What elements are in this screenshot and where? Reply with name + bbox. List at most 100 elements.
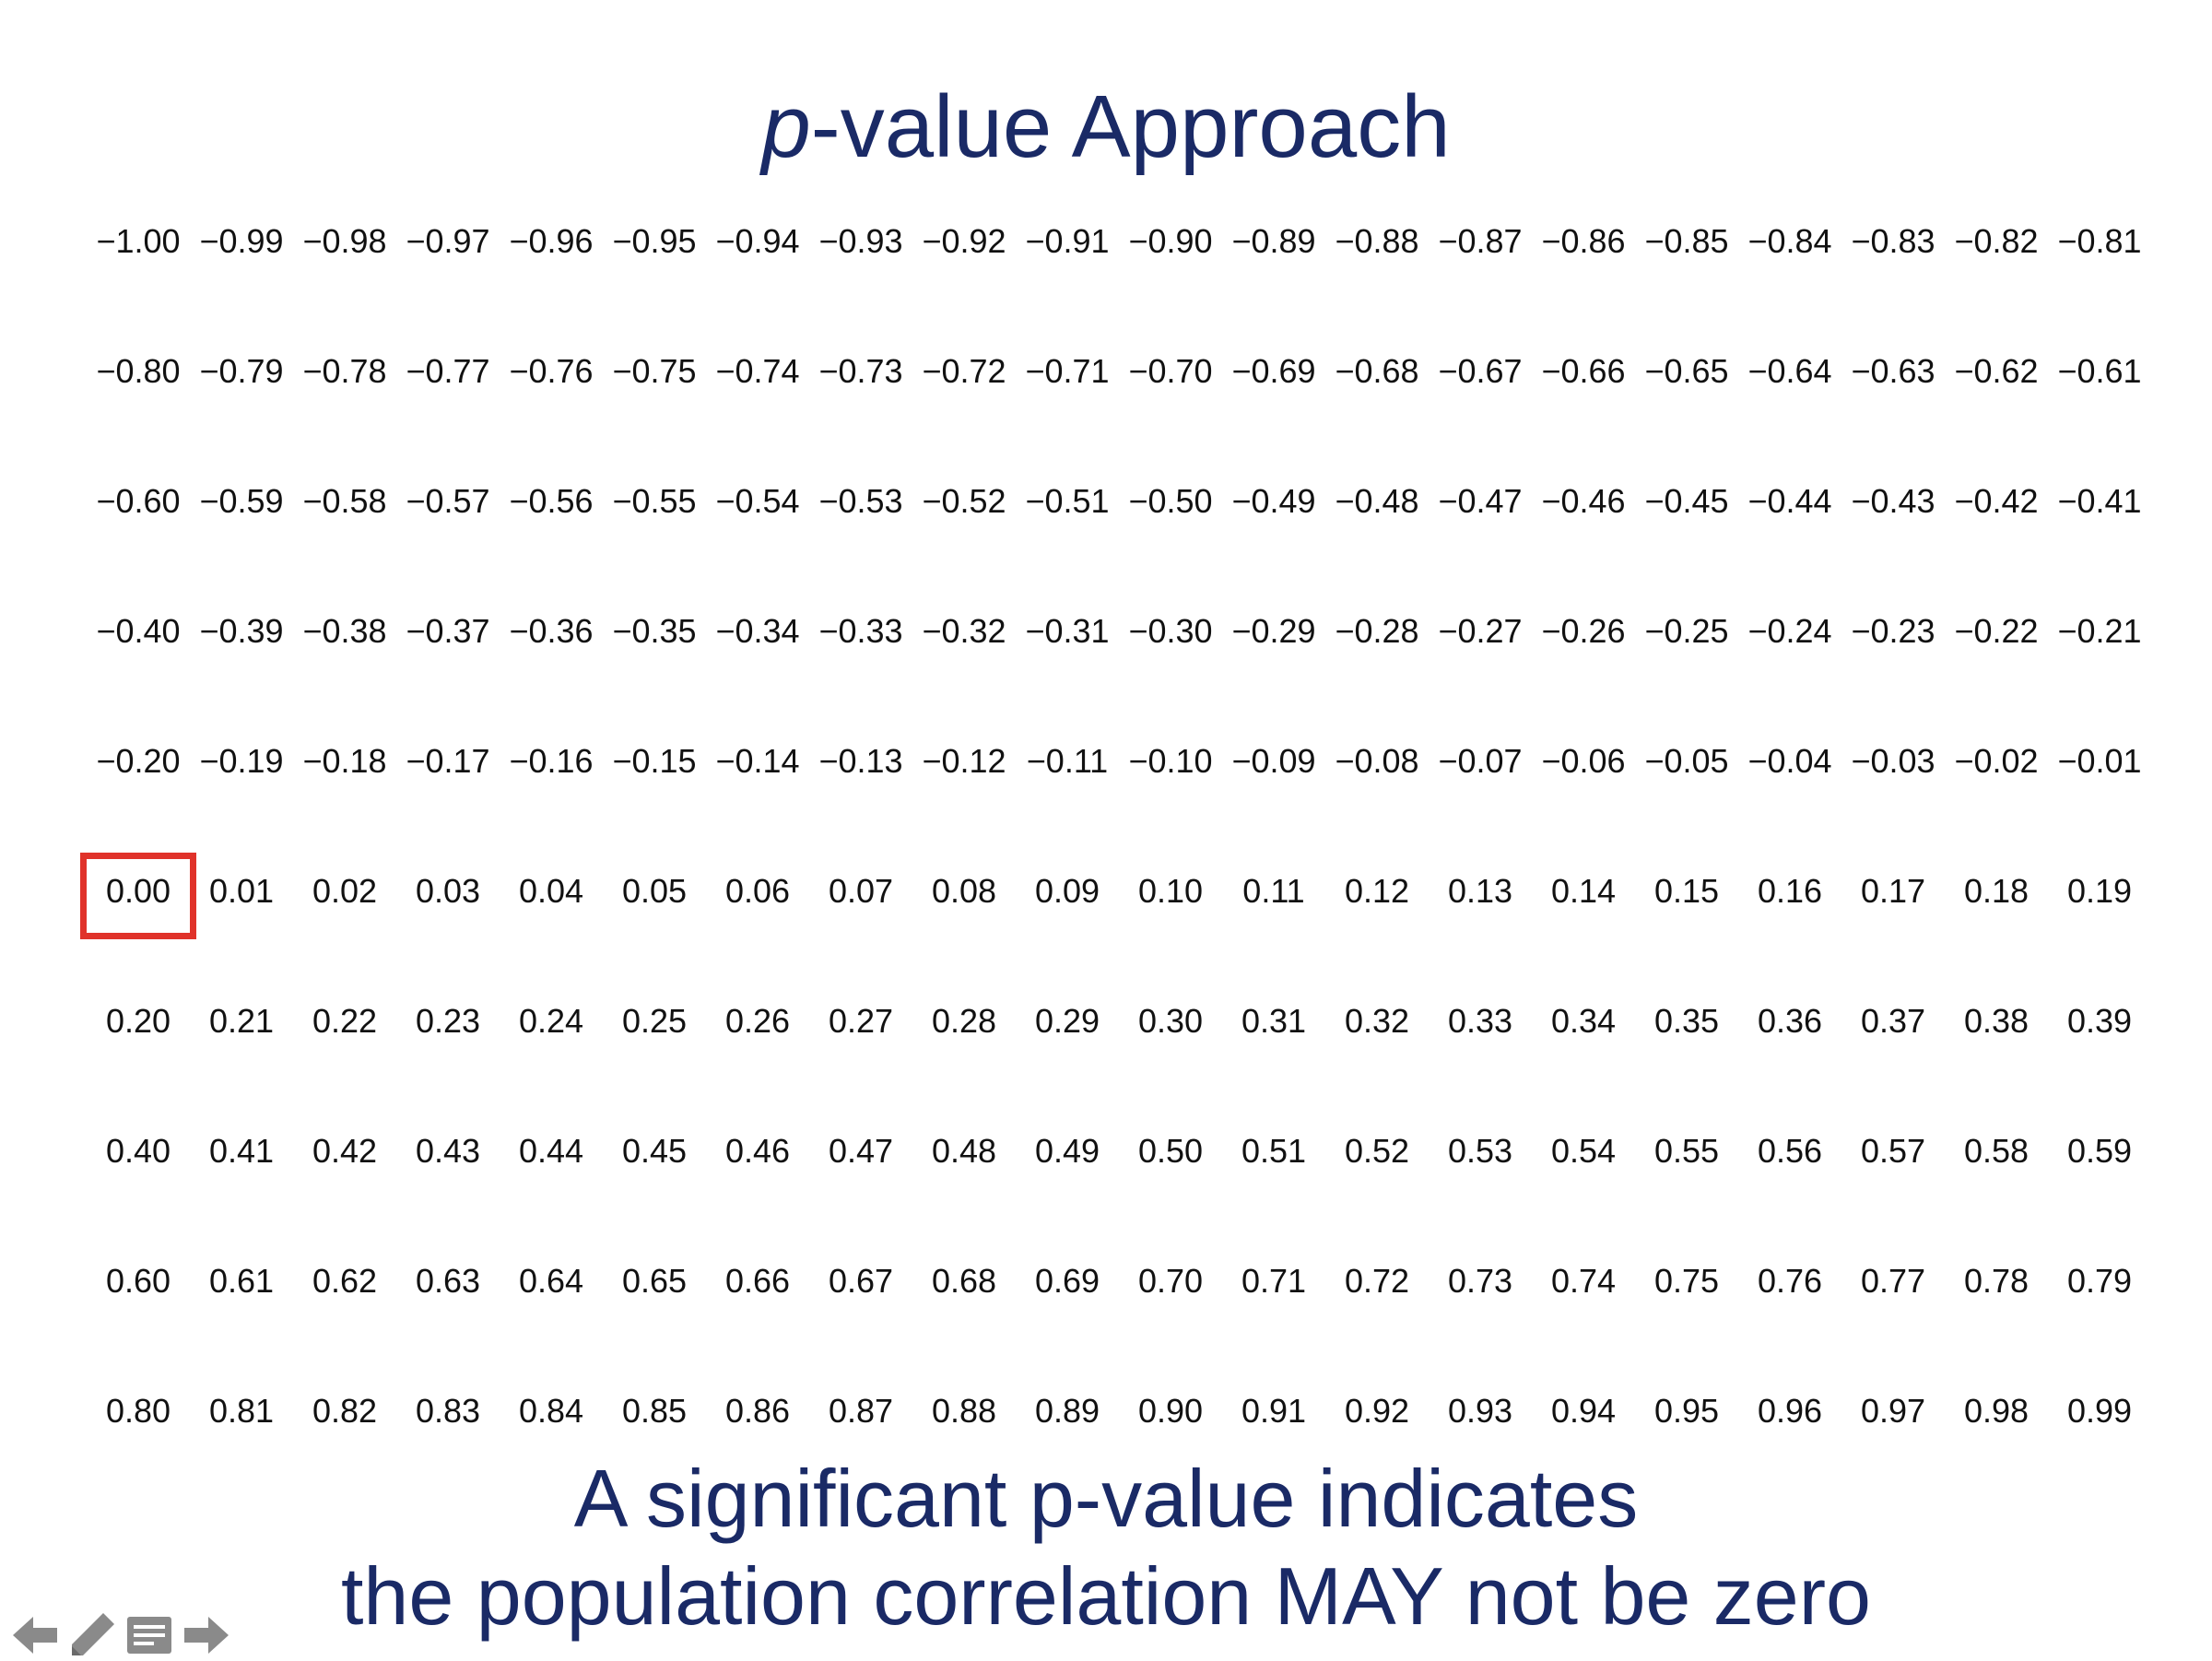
grid-cell: 0.28 xyxy=(931,1002,997,1040)
grid-cell: −0.12 xyxy=(922,742,1006,780)
grid-cell: −0.49 xyxy=(1231,482,1316,520)
grid-cell: −0.77 xyxy=(406,352,490,390)
grid-cell: 0.81 xyxy=(208,1392,275,1430)
grid-cell: 0.91 xyxy=(1241,1392,1307,1430)
grid-cell: −0.17 xyxy=(406,742,490,780)
grid-cell: −0.79 xyxy=(199,352,284,390)
grid-cell: −0.66 xyxy=(1541,352,1626,390)
grid-cell: 0.10 xyxy=(1137,872,1204,910)
grid-cell: 0.41 xyxy=(208,1132,275,1170)
grid-cell: 0.55 xyxy=(1653,1132,1720,1170)
grid-cell: −0.36 xyxy=(509,612,594,650)
grid-cell: −0.78 xyxy=(302,352,387,390)
grid-cell: 0.57 xyxy=(1860,1132,1926,1170)
grid-cell: 0.48 xyxy=(931,1132,997,1170)
grid-cell: −0.13 xyxy=(818,742,903,780)
grid-cell: −0.37 xyxy=(406,612,490,650)
previous-slide-button[interactable] xyxy=(9,1612,61,1658)
grid-cell: 0.46 xyxy=(724,1132,791,1170)
grid-cell: 0.05 xyxy=(621,872,688,910)
grid-cell: 0.18 xyxy=(1963,872,2030,910)
grid-cell: 0.54 xyxy=(1550,1132,1617,1170)
grid-cell: 0.24 xyxy=(518,1002,584,1040)
grid-cell: −0.33 xyxy=(818,612,903,650)
grid-cell: 0.75 xyxy=(1653,1262,1720,1300)
grid-cell: 0.35 xyxy=(1653,1002,1720,1040)
grid-cell: 0.59 xyxy=(2066,1132,2133,1170)
highlight-box xyxy=(80,853,196,939)
grid-cell: −0.08 xyxy=(1335,742,1419,780)
grid-cell: 0.11 xyxy=(1242,872,1305,910)
grid-cell: −0.44 xyxy=(1747,482,1832,520)
grid-cell: −0.14 xyxy=(715,742,800,780)
grid-cell: 0.31 xyxy=(1241,1002,1307,1040)
grid-cell: 0.76 xyxy=(1757,1262,1823,1300)
grid-cell: −0.81 xyxy=(2057,222,2142,260)
grid-cell: −0.07 xyxy=(1438,742,1523,780)
grid-cell: −0.62 xyxy=(1954,352,2039,390)
grid-cell: 0.08 xyxy=(931,872,997,910)
pen-tool-button[interactable] xyxy=(66,1612,118,1658)
grid-cell: −0.31 xyxy=(1025,612,1110,650)
slideshow-controls xyxy=(9,1609,232,1661)
grid-cell: −0.38 xyxy=(302,612,387,650)
grid-cell: 0.29 xyxy=(1034,1002,1100,1040)
grid-cell: 0.42 xyxy=(312,1132,378,1170)
grid-cell: 0.97 xyxy=(1860,1392,1926,1430)
grid-cell: −0.45 xyxy=(1644,482,1729,520)
notes-button[interactable] xyxy=(124,1612,175,1658)
grid-cell: 0.22 xyxy=(312,1002,378,1040)
grid-cell: −0.52 xyxy=(922,482,1006,520)
grid-cell: 0.12 xyxy=(1344,872,1410,910)
grid-cell: 0.70 xyxy=(1137,1262,1204,1300)
grid-cell: 0.60 xyxy=(105,1262,171,1300)
grid-cell: 0.85 xyxy=(621,1392,688,1430)
slide-title: p-value Approach xyxy=(0,72,2212,183)
grid-cell: −0.39 xyxy=(199,612,284,650)
grid-cell: 0.94 xyxy=(1550,1392,1617,1430)
grid-cell: −0.76 xyxy=(509,352,594,390)
grid-cell: 0.16 xyxy=(1757,872,1823,910)
grid-cell: −0.89 xyxy=(1231,222,1316,260)
grid-cell: 0.13 xyxy=(1447,872,1513,910)
grid-cell: 0.64 xyxy=(518,1262,584,1300)
slide-title-rest: -value Approach xyxy=(810,77,1451,176)
grid-cell: −0.70 xyxy=(1128,352,1213,390)
grid-cell: −0.46 xyxy=(1541,482,1626,520)
grid-cell: −0.15 xyxy=(612,742,697,780)
grid-cell: −0.65 xyxy=(1644,352,1729,390)
grid-cell: −0.63 xyxy=(1851,352,1936,390)
grid-cell: −0.10 xyxy=(1128,742,1213,780)
grid-cell: 0.30 xyxy=(1137,1002,1204,1040)
grid-cell: 0.82 xyxy=(312,1392,378,1430)
grid-cell: 0.36 xyxy=(1757,1002,1823,1040)
grid-cell: −0.98 xyxy=(302,222,387,260)
grid-cell: −0.85 xyxy=(1644,222,1729,260)
grid-cell: 0.34 xyxy=(1550,1002,1617,1040)
grid-cell: 0.01 xyxy=(208,872,275,910)
grid-cell: −0.83 xyxy=(1851,222,1936,260)
grid-cell: 0.37 xyxy=(1860,1002,1926,1040)
grid-cell: −0.72 xyxy=(922,352,1006,390)
grid-cell: 0.09 xyxy=(1034,872,1100,910)
grid-cell: −0.80 xyxy=(96,352,181,390)
grid-cell: −0.27 xyxy=(1438,612,1523,650)
grid-cell: −0.90 xyxy=(1128,222,1213,260)
grid-cell: 0.23 xyxy=(415,1002,481,1040)
grid-cell: −0.64 xyxy=(1747,352,1832,390)
grid-cell: 0.80 xyxy=(105,1392,171,1430)
grid-cell: −0.43 xyxy=(1851,482,1936,520)
grid-cell: −0.87 xyxy=(1438,222,1523,260)
grid-cell: −0.02 xyxy=(1954,742,2039,780)
grid-cell: 0.04 xyxy=(518,872,584,910)
grid-cell: −0.67 xyxy=(1438,352,1523,390)
grid-cell: −0.94 xyxy=(715,222,800,260)
grid-cell: 0.53 xyxy=(1447,1132,1513,1170)
grid-cell: −0.40 xyxy=(96,612,181,650)
grid-cell: 0.27 xyxy=(828,1002,894,1040)
grid-cell: −0.18 xyxy=(302,742,387,780)
grid-cell: −0.09 xyxy=(1231,742,1316,780)
grid-cell: 0.83 xyxy=(415,1392,481,1430)
next-slide-button[interactable] xyxy=(181,1612,232,1658)
